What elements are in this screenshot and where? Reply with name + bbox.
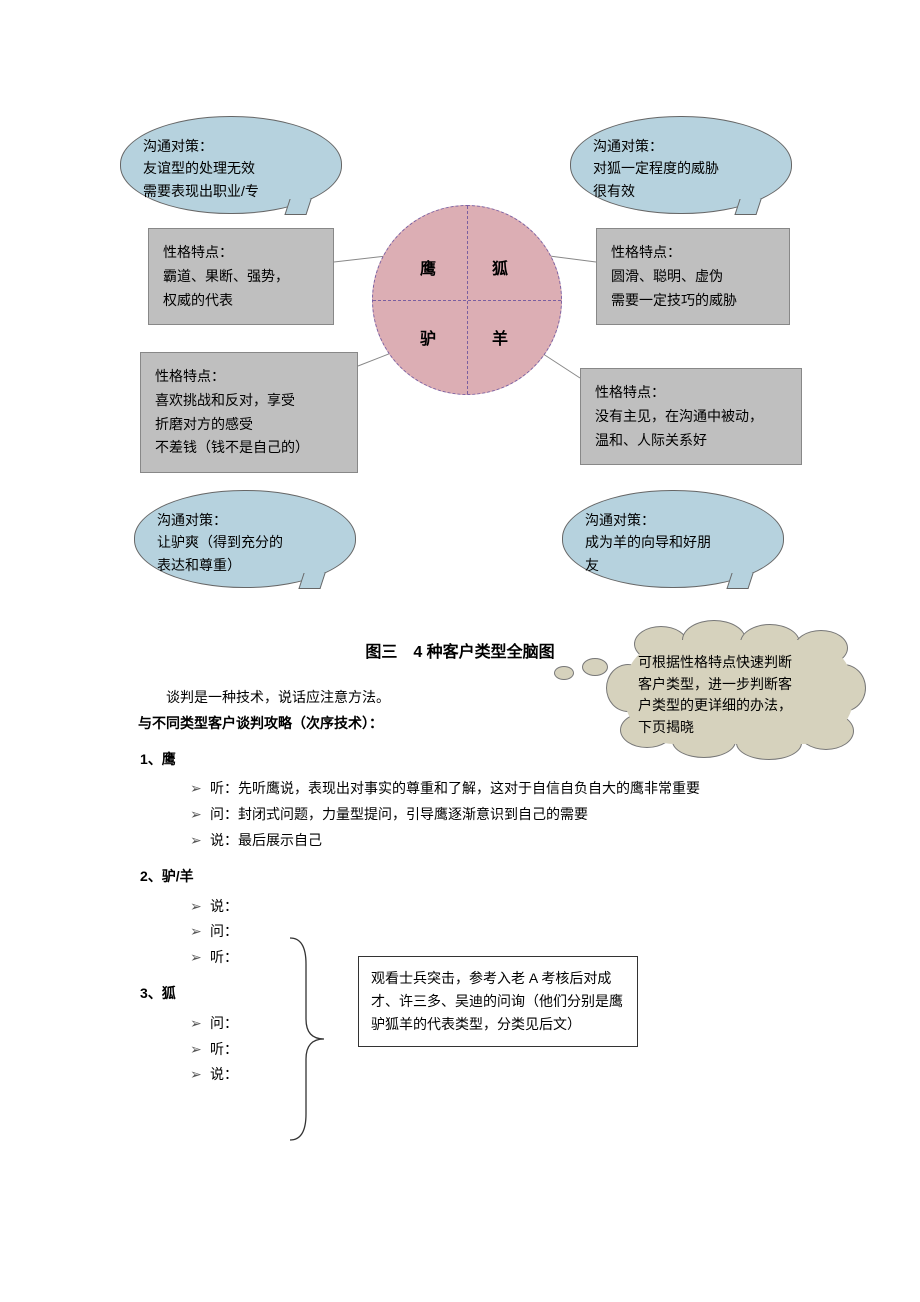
list-item-text: 听：先听鹰说，表现出对事实的尊重和了解，这对于自信自负自大的鹰非常重要 bbox=[210, 780, 700, 796]
list-item: ➢说：最后展示自己 bbox=[190, 829, 838, 853]
arrow-icon: ➢ bbox=[190, 946, 210, 970]
list-item: ➢问：封闭式问题，力量型提问，引导鹰逐渐意识到自己的需要 bbox=[190, 803, 838, 827]
brain-diagram: 沟通对策： 友谊型的处理无效 需要表现出职业/专 沟通对策： 对狐一定程度的威胁… bbox=[0, 0, 920, 660]
list-item-text: 问： bbox=[210, 923, 238, 939]
list-item-text: 说： bbox=[210, 1066, 238, 1082]
quad-sheep: 羊 bbox=[492, 325, 508, 349]
list-item: ➢听：先听鹰说，表现出对事实的尊重和了解，这对于自信自负自大的鹰非常重要 bbox=[190, 777, 838, 801]
quad-fox: 狐 bbox=[492, 255, 508, 279]
list-item-text: 问： bbox=[210, 1015, 238, 1031]
arrow-icon: ➢ bbox=[190, 803, 210, 827]
arrow-icon: ➢ bbox=[190, 829, 210, 853]
arrow-icon: ➢ bbox=[190, 1012, 210, 1036]
section-heading: 2、驴/羊 bbox=[140, 865, 838, 889]
list-item-text: 听： bbox=[210, 949, 238, 965]
circle-shape bbox=[372, 205, 562, 395]
list-item-text: 说： bbox=[210, 898, 238, 914]
cloud-thought-2 bbox=[582, 658, 608, 676]
quad-eagle: 鹰 bbox=[420, 255, 436, 279]
section-heading: 1、鹰 bbox=[140, 748, 838, 772]
intro-line1: 谈判是一种技术，说话应注意方法。 bbox=[166, 686, 838, 710]
intro-line2: 与不同类型客户谈判攻略（次序技术）： bbox=[138, 712, 838, 736]
note-box: 观看士兵突击，参考入老 A 考核后对成才、许三多、吴迪的问询（他们分别是鹰驴狐羊… bbox=[358, 956, 638, 1047]
arrow-icon: ➢ bbox=[190, 920, 210, 944]
arrow-icon: ➢ bbox=[190, 777, 210, 801]
cloud-thought-1 bbox=[554, 666, 574, 680]
quad-donkey: 驴 bbox=[420, 325, 436, 349]
center-circle: 鹰 狐 驴 羊 bbox=[372, 205, 562, 395]
arrow-icon: ➢ bbox=[190, 1038, 210, 1062]
list-item-text: 说：最后展示自己 bbox=[210, 832, 322, 848]
list-item: ➢说： bbox=[190, 895, 838, 919]
list-item-text: 问：封闭式问题，力量型提问，引导鹰逐渐意识到自己的需要 bbox=[210, 806, 588, 822]
list-item: ➢问： bbox=[190, 920, 838, 944]
arrow-icon: ➢ bbox=[190, 895, 210, 919]
section-list: ➢听：先听鹰说，表现出对事实的尊重和了解，这对于自信自负自大的鹰非常重要➢问：封… bbox=[190, 777, 838, 852]
list-item-text: 听： bbox=[210, 1041, 238, 1057]
cloud-l1: 可根据性格特点快速判断 bbox=[638, 652, 842, 674]
list-item: ➢说： bbox=[190, 1063, 838, 1087]
arrow-icon: ➢ bbox=[190, 1063, 210, 1087]
